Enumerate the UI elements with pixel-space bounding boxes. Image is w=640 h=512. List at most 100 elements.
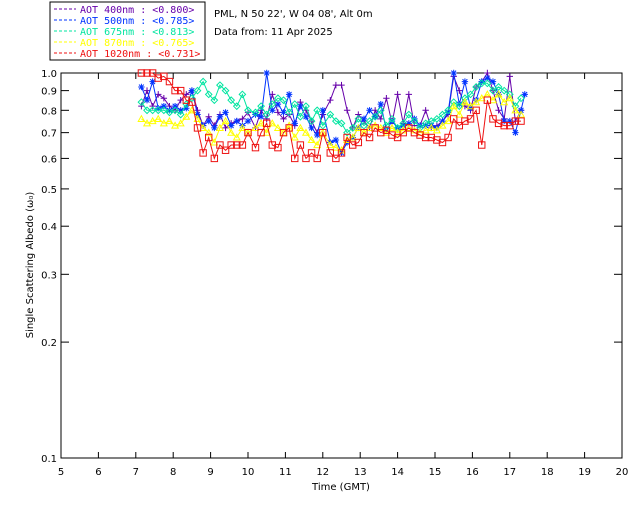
data-point <box>444 109 452 116</box>
y-axis-title: Single Scattering Albedo (ω₀) <box>25 192 36 339</box>
data-point <box>506 73 513 80</box>
data-point <box>461 94 469 103</box>
data-point <box>199 149 207 157</box>
data-point <box>210 96 219 105</box>
data-point <box>354 123 363 131</box>
x-tick-label: 20 <box>616 467 629 478</box>
data-point <box>188 98 196 106</box>
data-point <box>416 131 424 139</box>
data-point <box>296 112 305 121</box>
x-tick-label: 17 <box>503 467 516 478</box>
data-point <box>233 117 240 125</box>
data-point <box>148 69 157 77</box>
data-point <box>505 90 514 99</box>
data-point <box>137 98 146 107</box>
data-point <box>483 79 492 88</box>
data-point <box>313 106 322 115</box>
data-point <box>422 122 429 129</box>
data-point <box>438 110 447 119</box>
data-point <box>313 131 321 139</box>
data-point <box>215 123 224 131</box>
location-label: PML, N 50 22', W 04 08', Alt 0m <box>214 9 373 20</box>
data-point <box>337 119 346 128</box>
data-point <box>500 121 508 130</box>
data-point <box>251 143 260 152</box>
data-point <box>227 128 236 136</box>
data-point <box>149 78 156 85</box>
data-point <box>154 106 163 115</box>
data-point <box>257 128 265 137</box>
data-point <box>456 100 463 108</box>
data-point <box>142 119 152 127</box>
data-point <box>227 122 235 129</box>
data-point <box>274 100 282 108</box>
data-point <box>143 106 151 115</box>
data-point <box>472 96 480 104</box>
data-point <box>360 128 368 137</box>
data-point <box>387 123 397 131</box>
data-point <box>257 102 265 111</box>
data-point <box>399 128 407 137</box>
data-point <box>227 96 236 105</box>
data-point <box>149 102 156 110</box>
legend-label: AOT 1020nm : <0.731> <box>80 49 200 60</box>
data-point <box>421 126 430 134</box>
chart-info: PML, N 50 22', W 04 08', Alt 0m Data fro… <box>214 9 373 38</box>
data-point <box>279 128 288 137</box>
data-point <box>148 106 157 115</box>
data-point <box>233 141 241 149</box>
data-point <box>160 95 168 102</box>
data-point <box>138 102 145 110</box>
data-point <box>302 113 310 120</box>
data-point <box>466 115 475 123</box>
data-point <box>450 115 458 123</box>
data-point <box>326 110 335 119</box>
data-point <box>182 112 191 120</box>
data-point <box>506 117 513 125</box>
data-point <box>257 113 265 120</box>
data-point <box>422 107 429 114</box>
data-point <box>160 72 168 81</box>
data-point <box>376 106 385 115</box>
data-point <box>332 136 340 144</box>
data-point <box>143 69 151 77</box>
series-2 <box>137 77 525 137</box>
data-point <box>494 83 503 91</box>
x-tick-label: 5 <box>58 467 64 478</box>
data-point <box>165 108 174 117</box>
data-point <box>400 122 407 129</box>
data-point <box>410 128 419 137</box>
data-point <box>280 109 287 116</box>
data-point <box>377 100 384 108</box>
data-point <box>216 141 224 149</box>
data-point <box>355 111 362 118</box>
data-point <box>291 154 299 163</box>
data-point <box>500 97 509 106</box>
data-point <box>296 141 305 149</box>
y-tick-label: 1.0 <box>41 69 57 80</box>
data-point <box>383 95 390 102</box>
data-point <box>511 106 520 114</box>
x-tick-label: 12 <box>316 467 329 478</box>
data-point <box>221 86 230 95</box>
data-point <box>388 131 396 139</box>
data-point <box>444 133 452 142</box>
y-tick-label: 0.6 <box>41 154 57 165</box>
data-point <box>291 120 298 127</box>
data-point <box>280 115 287 123</box>
data-point <box>444 116 453 125</box>
data-point <box>171 121 180 129</box>
data-point <box>210 154 219 163</box>
data-point <box>365 133 374 142</box>
data-point <box>251 108 260 117</box>
data-point <box>244 106 252 115</box>
data-point <box>354 138 363 147</box>
data-point <box>227 141 235 149</box>
legend-label: AOT 500nm : <0.785> <box>80 16 194 27</box>
data-point <box>455 110 464 118</box>
y-tick-label: 0.4 <box>41 222 57 233</box>
x-axis: 5 6 7 8 9 10 11 12 13 14 15 16 17 18 19 20 <box>58 73 629 478</box>
data-point <box>376 123 385 131</box>
data-point <box>382 128 391 136</box>
data-point <box>143 87 151 94</box>
